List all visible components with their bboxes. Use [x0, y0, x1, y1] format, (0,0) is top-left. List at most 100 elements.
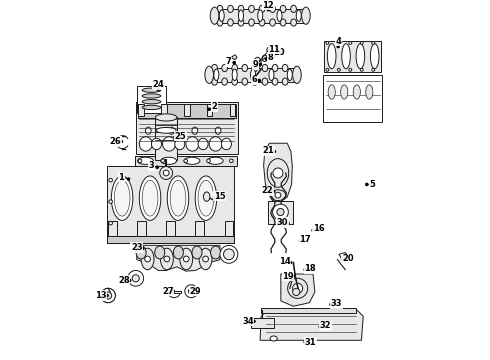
Text: 25: 25: [174, 132, 186, 141]
Ellipse shape: [230, 159, 233, 163]
Ellipse shape: [232, 64, 238, 72]
Ellipse shape: [142, 99, 161, 104]
Ellipse shape: [109, 178, 112, 182]
Bar: [269, 201, 293, 224]
Ellipse shape: [169, 127, 174, 134]
Ellipse shape: [192, 246, 202, 259]
Ellipse shape: [227, 19, 233, 26]
Ellipse shape: [163, 137, 175, 151]
Ellipse shape: [252, 64, 258, 72]
Ellipse shape: [270, 336, 277, 341]
Text: 26: 26: [109, 137, 121, 146]
Ellipse shape: [221, 138, 231, 150]
Ellipse shape: [160, 248, 173, 270]
Ellipse shape: [252, 78, 258, 85]
Bar: [107, 166, 234, 243]
Circle shape: [293, 275, 294, 277]
Ellipse shape: [238, 19, 244, 26]
Text: 15: 15: [214, 192, 226, 201]
Circle shape: [233, 62, 235, 64]
Ellipse shape: [262, 78, 268, 85]
Ellipse shape: [232, 69, 237, 81]
Polygon shape: [264, 143, 293, 202]
Text: 16: 16: [313, 224, 325, 233]
Circle shape: [337, 45, 339, 48]
Text: 9: 9: [253, 60, 259, 69]
Ellipse shape: [188, 288, 194, 294]
Circle shape: [106, 294, 108, 297]
Ellipse shape: [366, 85, 373, 99]
Ellipse shape: [198, 180, 214, 216]
Circle shape: [269, 50, 270, 52]
Polygon shape: [260, 309, 363, 340]
Text: 1: 1: [119, 173, 124, 182]
Text: 14: 14: [278, 257, 290, 266]
Ellipse shape: [142, 105, 161, 109]
Ellipse shape: [338, 68, 340, 71]
Ellipse shape: [262, 55, 267, 62]
Ellipse shape: [275, 192, 281, 198]
Ellipse shape: [161, 159, 165, 163]
Text: 30: 30: [276, 218, 288, 227]
Ellipse shape: [156, 127, 176, 133]
Ellipse shape: [232, 78, 238, 85]
Bar: [207, 104, 213, 116]
Circle shape: [304, 341, 306, 343]
Circle shape: [174, 136, 176, 138]
Ellipse shape: [222, 78, 227, 85]
Ellipse shape: [293, 288, 300, 296]
Text: 18: 18: [304, 264, 316, 273]
Ellipse shape: [282, 78, 288, 85]
Circle shape: [142, 247, 144, 249]
Ellipse shape: [175, 138, 185, 150]
Ellipse shape: [287, 69, 293, 81]
Text: 4: 4: [335, 37, 341, 46]
Text: 19: 19: [282, 272, 294, 281]
Polygon shape: [339, 252, 350, 261]
Ellipse shape: [293, 283, 303, 293]
Bar: [168, 291, 180, 293]
Ellipse shape: [370, 44, 379, 69]
Ellipse shape: [183, 256, 189, 262]
Ellipse shape: [185, 285, 197, 298]
Ellipse shape: [269, 69, 274, 81]
Ellipse shape: [277, 10, 282, 22]
Text: 11: 11: [269, 45, 280, 54]
Text: 34: 34: [242, 317, 254, 326]
Ellipse shape: [291, 5, 296, 13]
Circle shape: [299, 240, 302, 242]
Polygon shape: [107, 236, 234, 243]
Bar: [138, 104, 144, 116]
Ellipse shape: [207, 159, 210, 163]
Ellipse shape: [142, 180, 158, 216]
Ellipse shape: [326, 68, 329, 71]
Bar: [167, 221, 175, 241]
Text: 29: 29: [190, 287, 201, 296]
Circle shape: [319, 326, 321, 328]
Ellipse shape: [210, 7, 219, 24]
Text: 23: 23: [131, 243, 143, 252]
Ellipse shape: [338, 41, 340, 44]
Ellipse shape: [203, 192, 210, 201]
Ellipse shape: [155, 114, 177, 121]
Bar: [138, 104, 236, 118]
Ellipse shape: [163, 170, 169, 176]
Text: 3: 3: [149, 161, 155, 170]
Bar: [196, 221, 204, 241]
Ellipse shape: [280, 19, 286, 26]
Ellipse shape: [328, 85, 335, 99]
Ellipse shape: [270, 190, 286, 201]
Ellipse shape: [356, 44, 365, 69]
Bar: [262, 309, 356, 314]
Ellipse shape: [259, 5, 265, 13]
Polygon shape: [137, 246, 220, 271]
Bar: [135, 156, 237, 166]
Ellipse shape: [205, 66, 214, 84]
Ellipse shape: [142, 88, 161, 93]
Ellipse shape: [222, 64, 227, 72]
Bar: [137, 221, 146, 241]
Ellipse shape: [164, 256, 170, 262]
Ellipse shape: [267, 159, 289, 187]
Ellipse shape: [192, 127, 197, 134]
Circle shape: [267, 9, 270, 11]
